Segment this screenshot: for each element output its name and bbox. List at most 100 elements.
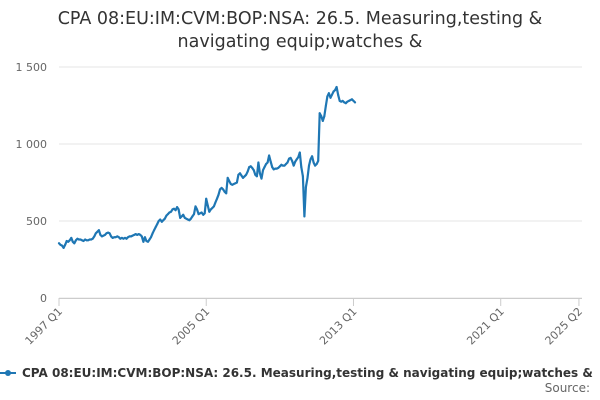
- data-point[interactable]: [228, 180, 231, 182]
- data-point[interactable]: [74, 239, 77, 242]
- data-point[interactable]: [150, 236, 152, 239]
- data-point[interactable]: [266, 161, 269, 164]
- data-point[interactable]: [127, 236, 129, 239]
- data-point[interactable]: [94, 232, 97, 235]
- data-point[interactable]: [73, 242, 76, 245]
- data-point[interactable]: [271, 166, 274, 169]
- data-point[interactable]: [260, 177, 263, 180]
- data-point[interactable]: [352, 99, 355, 102]
- data-point[interactable]: [107, 231, 110, 234]
- data-point[interactable]: [116, 235, 119, 238]
- data-point[interactable]: [301, 175, 304, 178]
- data-point[interactable]: [76, 237, 79, 240]
- data-point[interactable]: [222, 188, 225, 191]
- data-point[interactable]: [286, 161, 289, 164]
- data-point[interactable]: [346, 100, 349, 103]
- data-point[interactable]: [304, 186, 307, 189]
- data-point[interactable]: [288, 157, 291, 160]
- data-point[interactable]: [312, 161, 315, 164]
- data-point[interactable]: [275, 167, 278, 170]
- data-point[interactable]: [154, 226, 157, 229]
- data-point[interactable]: [67, 240, 70, 243]
- data-point[interactable]: [254, 173, 257, 176]
- data-point[interactable]: [252, 169, 255, 172]
- data-point[interactable]: [171, 208, 174, 211]
- data-point[interactable]: [239, 172, 241, 175]
- data-point[interactable]: [140, 235, 143, 238]
- data-point[interactable]: [219, 188, 221, 191]
- data-point[interactable]: [268, 154, 271, 157]
- data-point[interactable]: [148, 238, 151, 241]
- data-point[interactable]: [143, 236, 146, 239]
- data-point[interactable]: [294, 160, 297, 163]
- data-point[interactable]: [265, 163, 268, 165]
- data-point[interactable]: [220, 186, 223, 189]
- data-point[interactable]: [262, 169, 264, 172]
- data-point[interactable]: [128, 235, 131, 238]
- data-point[interactable]: [120, 236, 123, 239]
- data-point[interactable]: [130, 235, 133, 238]
- data-point[interactable]: [136, 233, 139, 236]
- data-point[interactable]: [179, 216, 182, 219]
- data-point[interactable]: [269, 160, 272, 163]
- data-point[interactable]: [289, 156, 292, 159]
- data-point[interactable]: [185, 217, 188, 220]
- data-point[interactable]: [134, 233, 137, 236]
- data-point[interactable]: [323, 115, 326, 118]
- data-point[interactable]: [104, 233, 106, 236]
- data-point[interactable]: [245, 173, 248, 176]
- data-point[interactable]: [166, 213, 169, 216]
- data-point[interactable]: [153, 229, 156, 232]
- data-point[interactable]: [177, 208, 180, 211]
- data-point[interactable]: [110, 235, 113, 238]
- data-point[interactable]: [159, 218, 162, 221]
- data-point[interactable]: [142, 240, 145, 243]
- data-point[interactable]: [285, 163, 287, 165]
- data-point[interactable]: [131, 234, 134, 237]
- data-point[interactable]: [91, 237, 94, 240]
- data-point[interactable]: [133, 233, 136, 236]
- data-point[interactable]: [182, 213, 185, 216]
- data-point[interactable]: [79, 238, 82, 241]
- data-point[interactable]: [90, 238, 93, 241]
- data-point[interactable]: [277, 166, 280, 169]
- data-point[interactable]: [347, 99, 350, 102]
- data-point[interactable]: [216, 197, 218, 200]
- data-point[interactable]: [163, 217, 166, 220]
- data-point[interactable]: [240, 174, 243, 177]
- data-point[interactable]: [189, 217, 192, 220]
- data-point[interactable]: [105, 232, 108, 235]
- data-point[interactable]: [205, 197, 208, 200]
- data-point[interactable]: [114, 236, 117, 239]
- data-point[interactable]: [108, 232, 111, 235]
- data-point[interactable]: [350, 98, 353, 101]
- data-point[interactable]: [162, 219, 165, 222]
- data-point[interactable]: [327, 92, 330, 95]
- data-point[interactable]: [97, 229, 100, 232]
- data-point[interactable]: [160, 220, 163, 223]
- data-point[interactable]: [88, 238, 91, 241]
- data-point[interactable]: [349, 99, 352, 102]
- data-point[interactable]: [298, 151, 301, 154]
- data-point[interactable]: [331, 93, 333, 96]
- data-point[interactable]: [343, 101, 346, 104]
- data-point[interactable]: [324, 104, 327, 107]
- data-point[interactable]: [87, 239, 90, 242]
- data-point[interactable]: [295, 158, 298, 161]
- data-point[interactable]: [180, 215, 183, 218]
- data-point[interactable]: [248, 166, 251, 169]
- data-point[interactable]: [113, 236, 116, 239]
- data-point[interactable]: [226, 176, 229, 179]
- data-point[interactable]: [102, 234, 105, 237]
- data-point[interactable]: [300, 166, 303, 169]
- data-point[interactable]: [82, 240, 85, 242]
- data-point[interactable]: [117, 236, 120, 239]
- data-point[interactable]: [71, 240, 74, 243]
- data-point[interactable]: [173, 207, 175, 210]
- data-point[interactable]: [200, 211, 203, 214]
- data-point[interactable]: [203, 212, 206, 215]
- data-point[interactable]: [145, 240, 148, 242]
- data-point[interactable]: [317, 159, 320, 162]
- data-point[interactable]: [58, 242, 60, 245]
- data-point[interactable]: [81, 239, 83, 242]
